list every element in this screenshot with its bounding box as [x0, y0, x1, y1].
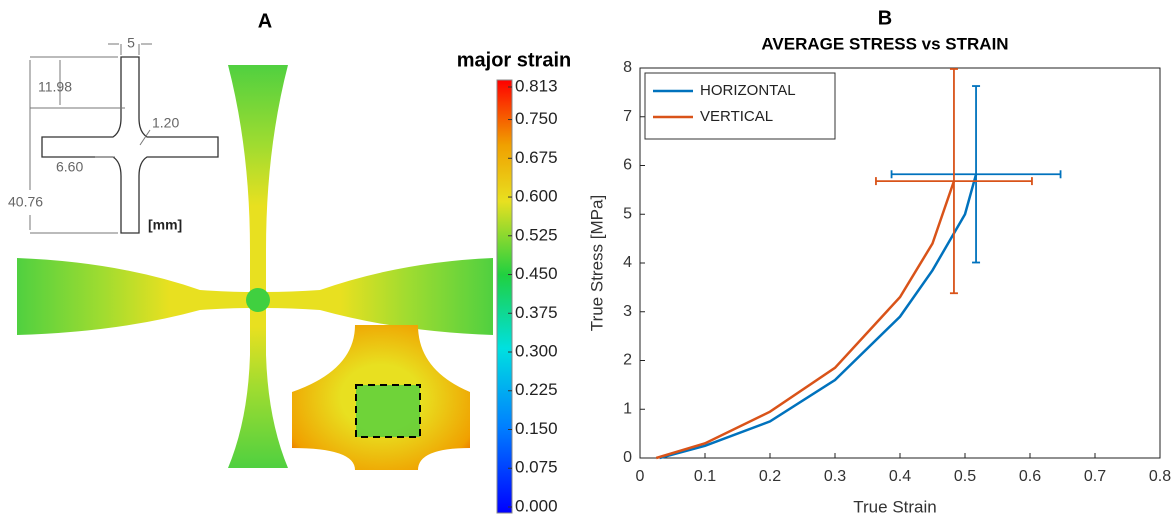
legend-label: HORIZONTAL	[700, 82, 796, 99]
y-tick-label: 2	[623, 352, 632, 369]
y-tick-label: 0	[623, 449, 632, 466]
y-axis-label: True Stress [MPa]	[587, 195, 606, 331]
series-line	[660, 174, 977, 458]
colorbar-tick-label: 0.525	[515, 225, 558, 244]
x-tick-label: 0.3	[824, 468, 846, 485]
y-tick-label: 5	[623, 205, 632, 222]
x-tick-label: 0.5	[954, 468, 976, 485]
colorbar-tick-label: 0.225	[515, 380, 558, 399]
panel-label: A	[258, 10, 272, 32]
dimensions: 5 11.98 1.20 6.60 40.76 [mm]	[8, 35, 182, 233]
colorbar-tick-label: 0.000	[515, 496, 558, 515]
x-tick-label: 0.7	[1084, 468, 1106, 485]
x-axis-label: True Strain	[853, 497, 936, 516]
dimension-label: 5	[127, 35, 135, 51]
colorbar-tick-label: 0.375	[515, 303, 558, 322]
colorbar-tick-label: 0.150	[515, 419, 558, 438]
colorbar	[497, 80, 512, 513]
y-tick-label: 3	[623, 303, 632, 320]
colorbar-tick-label: 0.075	[515, 458, 558, 477]
x-tick-label: 0	[636, 468, 645, 485]
colorbar-tick-label: 0.750	[515, 109, 558, 128]
y-tick-label: 8	[623, 59, 632, 76]
dimension-label: 40.76	[8, 194, 43, 210]
series-line	[656, 181, 954, 458]
figure: A 5 11.98 1.20 6.60 40.76 [mm] major str…	[0, 0, 1175, 518]
dimension-label: 1.20	[152, 115, 179, 131]
x-tick-label: 0.6	[1019, 468, 1041, 485]
colorbar-tick-label: 0.813	[515, 76, 558, 95]
dimension-label: 11.98	[38, 79, 72, 95]
y-tick-label: 7	[623, 108, 632, 125]
panel-label: B	[878, 7, 892, 29]
x-tick-label: 0.8	[1149, 468, 1171, 485]
colorbar-tick-label: 0.450	[515, 264, 558, 283]
colorbar-title: major strain	[457, 49, 571, 71]
legend-label: VERTICAL	[700, 108, 773, 125]
chart-title: AVERAGE STRESS vs STRAIN	[761, 34, 1008, 53]
y-tick-label: 6	[623, 157, 632, 174]
x-tick-label: 0.4	[889, 468, 911, 485]
unit-label: [mm]	[148, 217, 182, 233]
inset	[292, 325, 470, 470]
colorbar-tick-label: 0.300	[515, 342, 558, 361]
x-tick-label: 0.2	[759, 468, 781, 485]
y-tick-label: 4	[623, 254, 632, 271]
y-tick-label: 1	[623, 400, 632, 417]
specimen-sketch	[30, 44, 218, 233]
colorbar-tick-label: 0.675	[515, 148, 558, 167]
x-tick-label: 0.1	[694, 468, 716, 485]
dimension-label: 6.60	[56, 159, 83, 175]
colorbar-tick-label: 0.600	[515, 187, 558, 206]
